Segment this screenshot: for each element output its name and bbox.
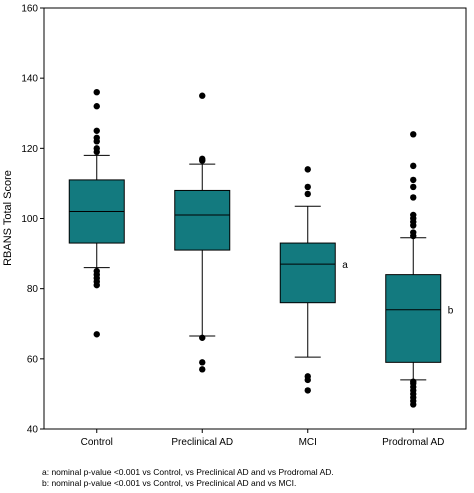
box-annotation: a: [342, 260, 348, 271]
box: [174, 189, 231, 251]
outlier-point: [199, 334, 206, 341]
outlier-point: [93, 134, 100, 142]
outlier-point: [410, 229, 417, 236]
footnote-a: a: nominal p-value <0.001 vs Control, vs…: [42, 467, 334, 477]
box-group: b: [385, 131, 454, 408]
box-group: [174, 92, 231, 373]
outlier-point: [410, 183, 417, 191]
outlier-point: [304, 373, 311, 380]
box: [279, 242, 336, 304]
x-tick-label: Prodromal AD: [382, 437, 444, 448]
y-tick-label: 80: [27, 284, 39, 295]
x-tick-label: Preclinical AD: [171, 437, 233, 448]
outlier-point: [304, 166, 311, 173]
box: [385, 274, 442, 363]
outlier-point: [199, 155, 206, 163]
outlier-point: [93, 145, 100, 152]
outlier-point: [410, 176, 417, 184]
outlier-point: [410, 194, 417, 201]
outlier-point: [410, 378, 417, 385]
outlier-point: [199, 92, 206, 99]
outlier-point: [410, 211, 417, 219]
outlier-point: [93, 103, 100, 110]
box-group: a: [279, 166, 348, 394]
outlier-point: [199, 366, 206, 373]
outlier-point: [93, 331, 100, 338]
y-tick-label: 140: [21, 74, 38, 85]
outlier-point: [304, 190, 311, 198]
x-tick-label: Control: [81, 437, 113, 448]
y-tick-label: 100: [21, 214, 38, 225]
y-tick-label: 160: [21, 4, 38, 15]
y-tick-label: 120: [21, 144, 38, 155]
y-tick-label: 40: [27, 425, 39, 436]
outlier-point: [199, 359, 206, 366]
outlier-point: [93, 127, 100, 134]
outlier-point: [93, 267, 100, 275]
y-axis-title: RBANS Total Score: [2, 170, 14, 266]
chart-marks: ab: [68, 89, 454, 408]
box-group: [68, 89, 125, 338]
box-annotation: b: [448, 306, 454, 317]
outlier-point: [304, 183, 311, 191]
outlier-point: [410, 162, 417, 170]
outlier-point: [410, 131, 417, 138]
x-tick-label: MCI: [299, 437, 317, 448]
box-plot-chart: 40 60 80 100 120 140 160 Control Preclinical AD M…: [2, 4, 467, 448]
outlier-point: [304, 387, 311, 394]
axes: 40 60 80 100 120 140 160 Control Preclinical AD M…: [21, 4, 467, 448]
y-tick-label: 60: [27, 354, 39, 365]
outlier-point: [93, 89, 100, 96]
footnote-b: b: nominal p-value <0.001 vs Control, vs…: [42, 478, 297, 488]
